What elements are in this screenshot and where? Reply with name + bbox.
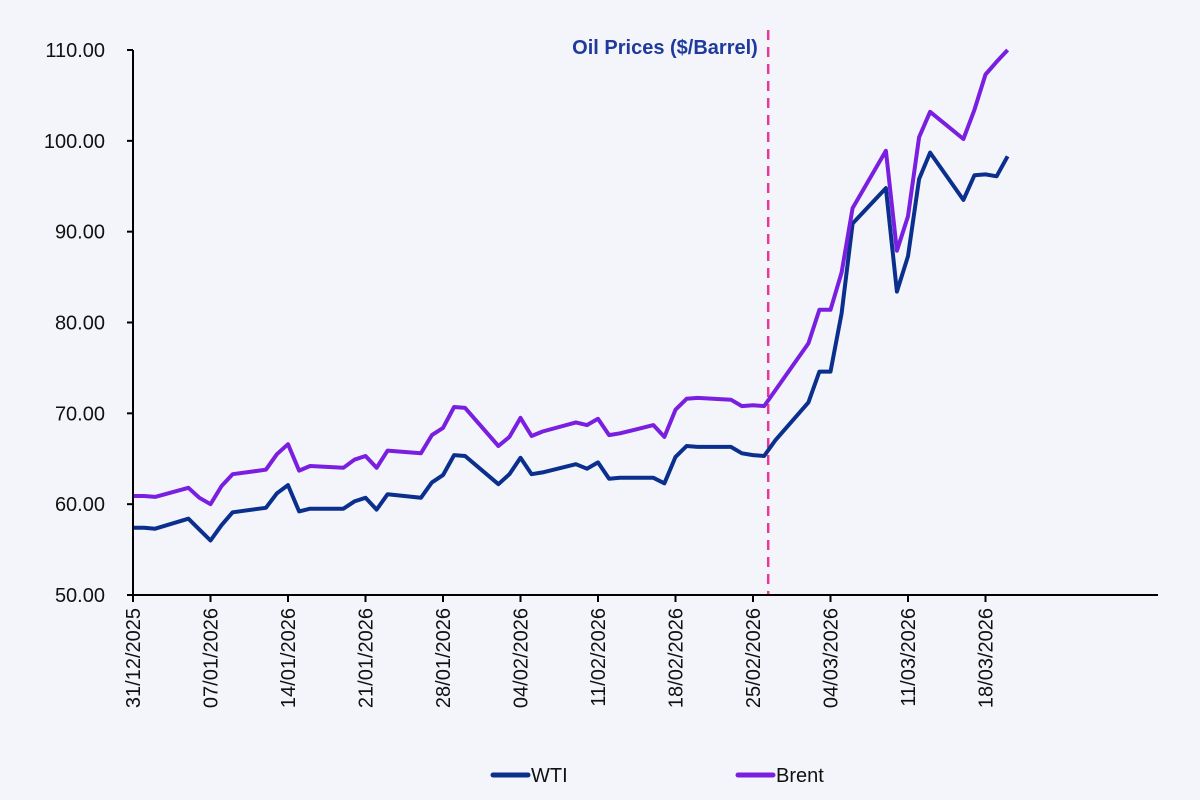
x-tick-label: 25/02/2026 — [743, 608, 765, 708]
x-tick-label: 04/03/2026 — [821, 608, 843, 708]
series-line-brent — [133, 48, 1010, 507]
chart-title: Oil Prices ($/Barrel) — [572, 37, 758, 59]
y-tick-label: 60.00 — [55, 494, 105, 516]
y-tick-label: 80.00 — [55, 313, 105, 335]
x-tick-label: 18/03/2026 — [976, 608, 998, 708]
legend: WTI Brent — [490, 765, 824, 787]
y-tick-label: 100.00 — [44, 131, 105, 153]
x-axis-ticks: 31/12/2025 07/01/2026 14/01/2026 21/01/2026… — [123, 595, 998, 708]
y-tick-label: 50.00 — [55, 585, 105, 607]
x-tick-label: 31/12/2025 — [123, 608, 145, 708]
legend-label-wti: WTI — [531, 765, 568, 787]
x-tick-label: 18/02/2026 — [666, 608, 688, 708]
y-tick-label: 70.00 — [55, 403, 105, 425]
x-tick-label: 28/01/2026 — [433, 608, 455, 708]
x-tick-label: 14/01/2026 — [278, 608, 300, 708]
series-lines — [132, 48, 1010, 543]
series-line-wti — [133, 150, 1010, 543]
x-tick-label: 11/03/2026 — [898, 608, 920, 707]
y-tick-label: 90.00 — [55, 222, 105, 244]
x-tick-label: 11/02/2026 — [588, 608, 610, 707]
x-tick-label: 04/02/2026 — [511, 608, 533, 708]
legend-label-brent: Brent — [776, 765, 824, 787]
y-axis-ticks: 50.00 60.00 70.00 80.00 90.00 100.00 110.00 — [44, 40, 133, 607]
x-tick-label: 21/01/2026 — [356, 608, 378, 708]
y-tick-label: 110.00 — [45, 40, 105, 62]
x-tick-label: 07/01/2026 — [201, 608, 223, 708]
